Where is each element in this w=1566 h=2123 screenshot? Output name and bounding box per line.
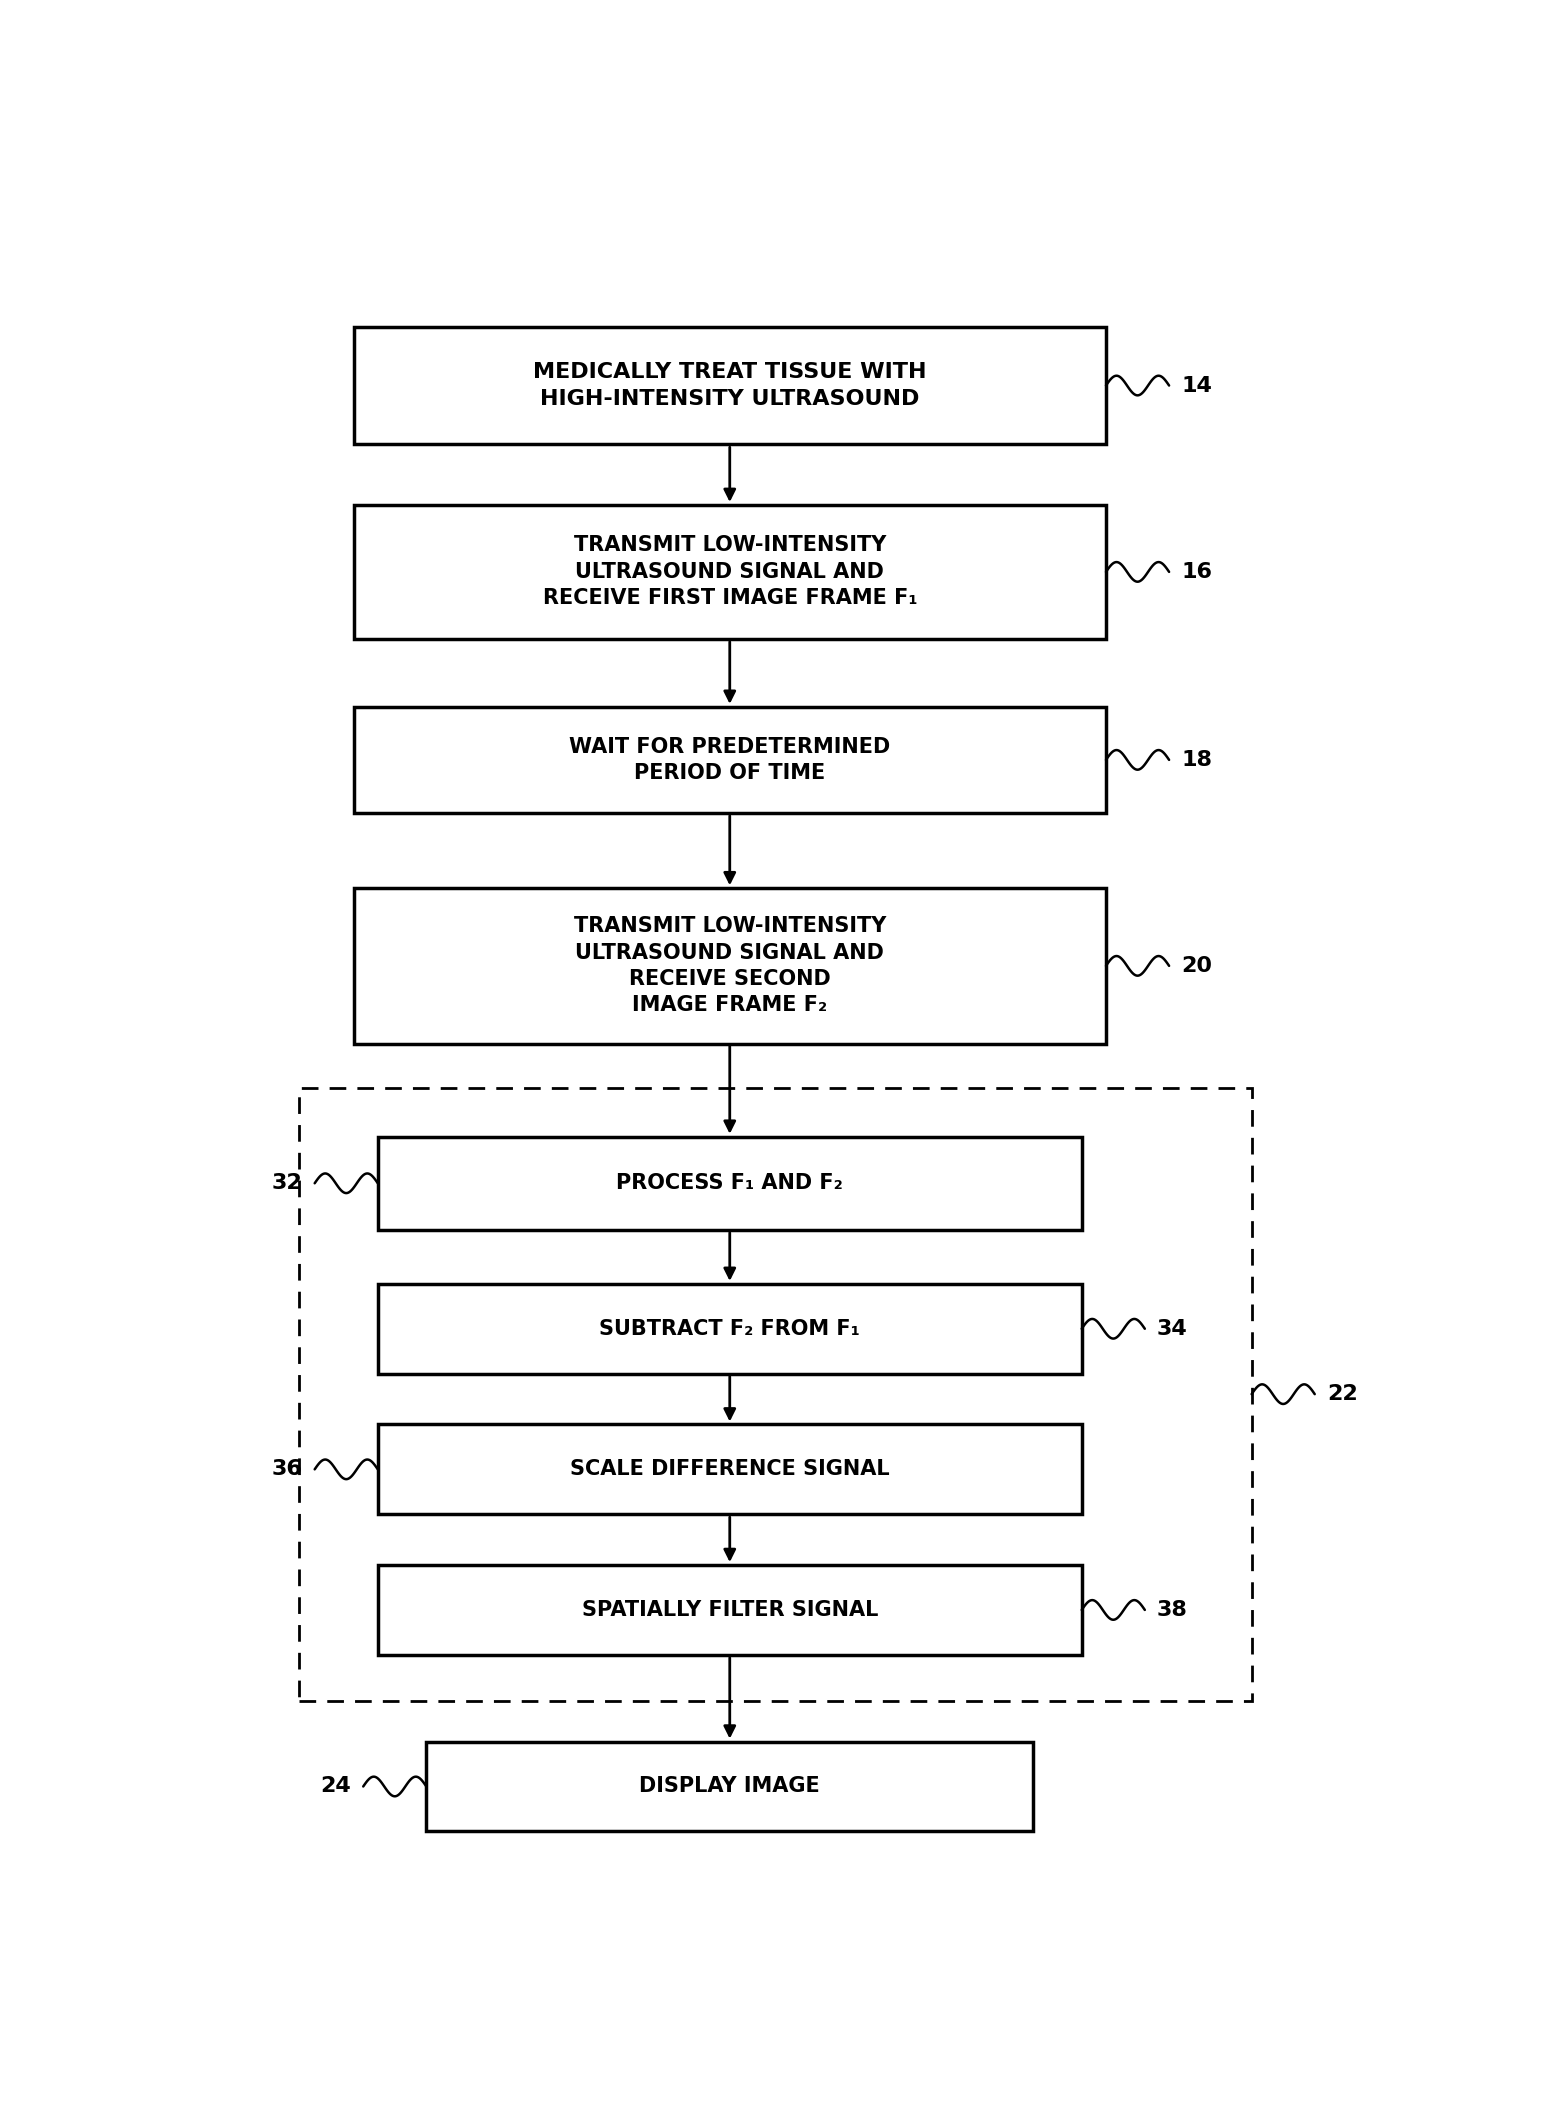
Bar — [354, 505, 1106, 639]
Text: WAIT FOR PREDETERMINED
PERIOD OF TIME: WAIT FOR PREDETERMINED PERIOD OF TIME — [568, 737, 891, 783]
Text: PROCESS F₁ AND F₂: PROCESS F₁ AND F₂ — [617, 1174, 843, 1193]
Text: 16: 16 — [1181, 563, 1212, 582]
Text: TRANSMIT LOW-INTENSITY
ULTRASOUND SIGNAL AND
RECEIVE SECOND
IMAGE FRAME F₂: TRANSMIT LOW-INTENSITY ULTRASOUND SIGNAL… — [573, 917, 886, 1015]
Text: 32: 32 — [272, 1174, 302, 1193]
Text: 22: 22 — [1326, 1384, 1358, 1403]
Text: SCALE DIFFERENCE SIGNAL: SCALE DIFFERENCE SIGNAL — [570, 1459, 889, 1480]
Text: 36: 36 — [271, 1459, 302, 1480]
Bar — [354, 327, 1106, 444]
Text: 14: 14 — [1181, 376, 1212, 395]
Bar — [354, 887, 1106, 1045]
Text: 18: 18 — [1181, 749, 1212, 771]
Text: 34: 34 — [1157, 1318, 1187, 1340]
Text: DISPLAY IMAGE: DISPLAY IMAGE — [639, 1777, 821, 1796]
Text: SUBTRACT F₂ FROM F₁: SUBTRACT F₂ FROM F₁ — [600, 1318, 860, 1340]
Text: SPATIALLY FILTER SIGNAL: SPATIALLY FILTER SIGNAL — [581, 1601, 879, 1620]
Bar — [426, 1741, 1034, 1832]
Bar — [377, 1136, 1082, 1229]
Bar — [299, 1087, 1251, 1701]
Bar — [377, 1565, 1082, 1656]
Text: 38: 38 — [1157, 1601, 1189, 1620]
Text: 24: 24 — [321, 1777, 351, 1796]
Bar — [377, 1425, 1082, 1514]
Text: TRANSMIT LOW-INTENSITY
ULTRASOUND SIGNAL AND
RECEIVE FIRST IMAGE FRAME F₁: TRANSMIT LOW-INTENSITY ULTRASOUND SIGNAL… — [542, 535, 918, 609]
Bar — [354, 707, 1106, 813]
Text: 20: 20 — [1181, 955, 1212, 977]
Text: MEDICALLY TREAT TISSUE WITH
HIGH-INTENSITY ULTRASOUND: MEDICALLY TREAT TISSUE WITH HIGH-INTENSI… — [532, 363, 927, 410]
Bar — [377, 1284, 1082, 1374]
